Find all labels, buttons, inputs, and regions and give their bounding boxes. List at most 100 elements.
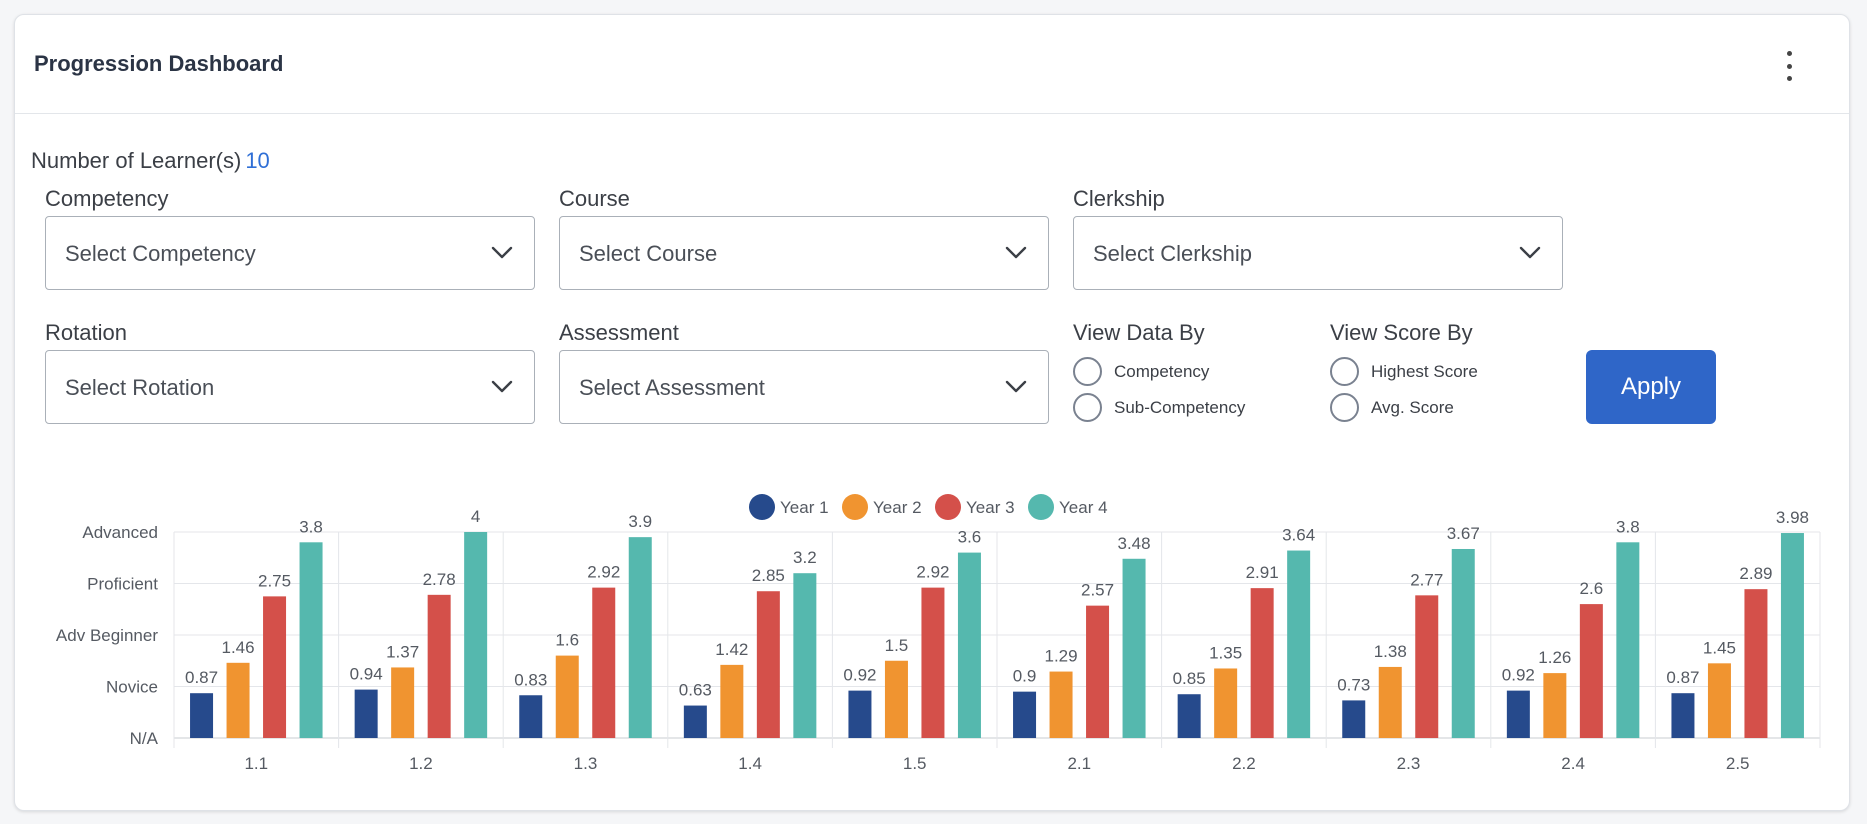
bar [1049, 671, 1073, 738]
data-label: 2.91 [1246, 563, 1279, 582]
data-label: 2.92 [916, 563, 949, 582]
rotation-label: Rotation [45, 320, 127, 345]
x-tick-label: 2.4 [1561, 754, 1585, 773]
x-tick-label: 1.4 [738, 754, 762, 773]
bar [555, 655, 579, 738]
learner-count-label: Number of Learner(s) [31, 148, 242, 173]
data-label: 3.6 [958, 528, 982, 547]
page-title: Progression Dashboard [34, 51, 284, 76]
bar [683, 705, 707, 738]
data-label: 3.67 [1447, 524, 1480, 543]
competency-select[interactable]: Select Competency [45, 216, 535, 290]
data-label: 0.92 [843, 666, 876, 685]
legend-swatch [749, 494, 775, 520]
data-label: 0.63 [679, 681, 712, 700]
data-label: 0.87 [185, 668, 218, 687]
bar [628, 537, 652, 738]
radio-button[interactable] [1073, 393, 1102, 422]
bar [1342, 700, 1366, 738]
apply-button[interactable]: Apply [1586, 350, 1716, 424]
bar [1287, 550, 1311, 738]
rotation-select[interactable]: Select Rotation [45, 350, 535, 424]
bar [884, 660, 908, 738]
data-label: 3.8 [299, 517, 323, 536]
x-tick-label: 1.2 [409, 754, 433, 773]
bar [1086, 605, 1110, 738]
x-tick-label: 1.3 [574, 754, 598, 773]
x-tick-label: 1.1 [244, 754, 268, 773]
data-label: 3.64 [1282, 526, 1315, 545]
y-tick-label: Proficient [87, 575, 158, 594]
bar [391, 667, 415, 738]
data-label: 0.92 [1502, 666, 1535, 685]
bar [1177, 694, 1201, 738]
data-label: 0.73 [1337, 675, 1370, 694]
legend-label: Year 1 [780, 498, 829, 517]
learner-count-value: 10 [245, 148, 270, 173]
bar [793, 573, 817, 738]
assessment-label: Assessment [559, 320, 679, 345]
radio-label: Sub-Competency [1114, 397, 1246, 417]
bar [1506, 690, 1530, 738]
radio-button[interactable] [1073, 357, 1102, 386]
bar [1214, 668, 1238, 738]
bar [1744, 589, 1768, 738]
bar [1013, 691, 1037, 738]
radio-highest-score[interactable]: Highest Score [1330, 357, 1478, 386]
bar [1579, 604, 1603, 738]
data-label: 0.83 [514, 670, 547, 689]
data-label: 3.2 [793, 548, 817, 567]
data-label: 3.8 [1616, 517, 1640, 536]
course-select[interactable]: Select Course [559, 216, 1049, 290]
chevron-down-icon [1519, 246, 1541, 259]
assessment-select-value: Select Assessment [579, 375, 765, 400]
data-label: 1.46 [222, 638, 255, 657]
radio-sub-competency[interactable]: Sub-Competency [1073, 393, 1245, 422]
bar [354, 689, 378, 738]
rotation-select-value: Select Rotation [65, 375, 215, 400]
bar [848, 690, 872, 738]
bar [1378, 666, 1402, 738]
radio-avg-score[interactable]: Avg. Score [1330, 393, 1454, 422]
data-label: 1.5 [885, 636, 909, 655]
bar [519, 695, 543, 738]
bar [756, 591, 780, 738]
bar [464, 532, 488, 738]
data-label: 2.92 [587, 563, 620, 582]
x-tick-label: 2.5 [1726, 754, 1750, 773]
data-label: 0.94 [350, 665, 383, 684]
bar [1707, 663, 1731, 738]
assessment-select[interactable]: Select Assessment [559, 350, 1049, 424]
bar [427, 594, 451, 738]
card-header: Progression Dashboard [15, 15, 1849, 114]
data-label: 1.6 [555, 631, 579, 650]
x-tick-label: 2.3 [1397, 754, 1421, 773]
radio-competency[interactable]: Competency [1073, 357, 1209, 386]
clerkship-select-value: Select Clerkship [1093, 241, 1252, 266]
data-label: 2.89 [1739, 564, 1772, 583]
radio-button[interactable] [1330, 357, 1359, 386]
data-label: 1.38 [1374, 642, 1407, 661]
bar [957, 552, 981, 738]
data-label: 2.77 [1410, 570, 1443, 589]
clerkship-select[interactable]: Select Clerkship [1073, 216, 1563, 290]
bar [1671, 693, 1695, 738]
more-vertical-icon[interactable] [1779, 51, 1799, 81]
radio-button[interactable] [1330, 393, 1359, 422]
data-label: 2.6 [1580, 579, 1604, 598]
bar [1451, 548, 1475, 738]
y-tick-label: Advanced [82, 523, 158, 542]
data-label: 1.45 [1703, 638, 1736, 657]
bar [592, 587, 616, 738]
data-label: 0.85 [1173, 669, 1206, 688]
bar [1250, 588, 1274, 738]
bar [1616, 542, 1640, 738]
data-label: 1.26 [1538, 648, 1571, 667]
radio-label: Avg. Score [1371, 397, 1454, 417]
legend-swatch [935, 494, 961, 520]
view-score-by-label: View Score By [1330, 320, 1473, 345]
bar [1122, 558, 1146, 738]
course-select-value: Select Course [579, 241, 718, 266]
chevron-down-icon [491, 246, 513, 259]
